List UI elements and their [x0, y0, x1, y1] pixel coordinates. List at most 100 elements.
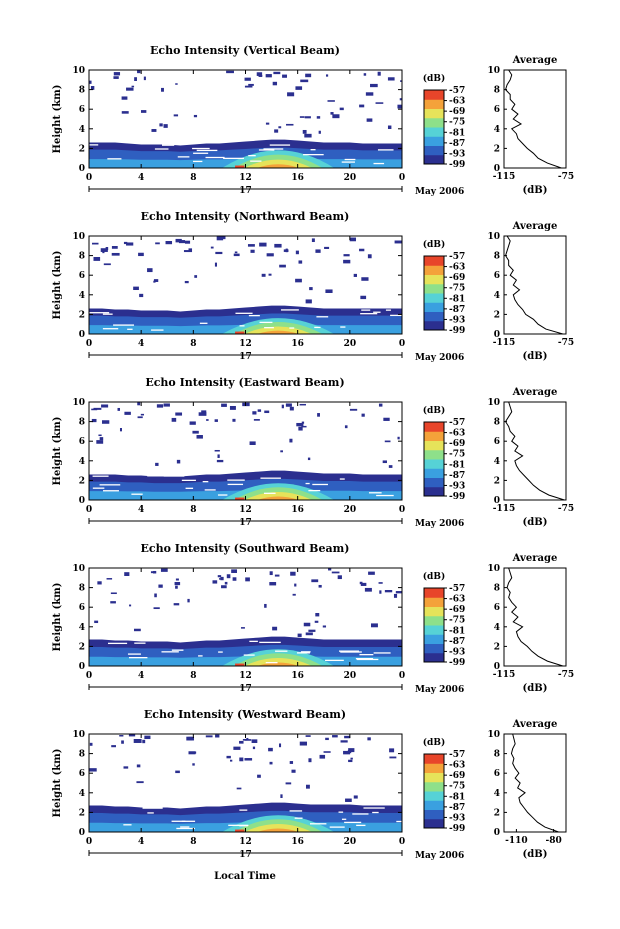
sparse-echo: [397, 104, 402, 109]
colorbar-tick-label: -75: [449, 616, 465, 626]
echo-gap: [359, 654, 374, 656]
y-axis-label: Height (km): [52, 251, 63, 320]
y-tick-label: 0: [79, 496, 85, 506]
panel-title: Echo Intensity (Northward Beam): [141, 210, 350, 223]
sparse-echo: [123, 766, 129, 769]
sparse-echo: [128, 734, 136, 737]
colorbar-segment: [424, 606, 444, 617]
sparse-echo: [248, 83, 254, 86]
sparse-echo: [96, 440, 104, 444]
echo-gap: [235, 312, 253, 314]
sparse-echo: [173, 603, 180, 606]
sparse-echo: [147, 268, 153, 273]
echo-gap: [352, 813, 369, 815]
sparse-echo: [158, 584, 163, 588]
sparse-echo: [89, 742, 93, 746]
sparse-echo: [244, 758, 253, 761]
echo-gap: [227, 479, 245, 481]
average-title: Average: [512, 553, 558, 564]
sparse-echo: [226, 70, 234, 74]
sparse-echo: [220, 576, 224, 581]
average-y-tick-label: 0: [494, 662, 500, 672]
month-label: May 2006: [415, 851, 464, 861]
echo-gap: [325, 659, 344, 662]
average-x-tick-label: -75: [558, 504, 574, 514]
sparse-echo: [274, 129, 279, 133]
colorbar-tick-label: -63: [449, 263, 465, 273]
y-tick-label: 10: [72, 66, 85, 76]
echo-gap: [275, 650, 288, 652]
echo-gap: [372, 811, 379, 814]
sparse-echo: [99, 437, 104, 441]
colorbar-segment: [424, 588, 444, 598]
echo-gap: [260, 477, 281, 479]
sparse-echo: [389, 748, 395, 753]
panel-title: Echo Intensity (Eastward Beam): [145, 376, 344, 389]
sparse-echo: [337, 575, 342, 580]
echo-gap: [263, 492, 276, 494]
sparse-echo: [224, 581, 228, 585]
sparse-echo: [328, 568, 332, 571]
colorbar-segment: [424, 597, 444, 607]
echo-gap: [202, 481, 209, 483]
sparse-echo: [394, 240, 402, 244]
echo-gap: [280, 309, 299, 311]
colorbar-segment: [424, 311, 444, 322]
sparse-echo: [239, 740, 244, 744]
sparse-echo: [152, 570, 157, 574]
y-tick-label: 4: [79, 789, 85, 799]
echo-gap: [181, 479, 196, 481]
sparse-echo: [393, 593, 398, 598]
sparse-echo: [272, 81, 278, 86]
sparse-echo: [295, 86, 303, 90]
sparse-echo: [131, 85, 135, 88]
colorbar-segment: [424, 625, 444, 635]
sparse-echo: [387, 77, 395, 81]
colorbar-tick-label: -99: [449, 326, 465, 336]
sparse-echo: [269, 571, 273, 576]
sparse-echo: [291, 769, 296, 773]
average-profile-line: [504, 401, 565, 501]
average-x-tick-label: -75: [558, 338, 574, 348]
y-tick-label: 2: [79, 476, 85, 486]
sparse-echo: [319, 754, 326, 759]
sparse-echo: [229, 405, 236, 410]
colorbar-tick-label: -69: [449, 107, 465, 117]
sparse-echo: [364, 587, 372, 592]
echo-gap: [92, 475, 109, 477]
sparse-echo: [111, 246, 118, 249]
sparse-echo: [287, 92, 295, 97]
sparse-echo: [140, 110, 147, 113]
sparse-echo: [325, 737, 329, 741]
average-x-tick-label: -115: [493, 504, 516, 514]
x-tick-label: 20: [344, 173, 357, 183]
colorbar-segment: [424, 615, 444, 626]
echo-gap: [163, 475, 185, 477]
month-label: May 2006: [415, 187, 464, 197]
sparse-echo: [216, 236, 224, 241]
sparse-echo: [219, 578, 222, 580]
y-tick-label: 6: [79, 769, 85, 779]
heatmap-area: [89, 70, 402, 168]
y-tick-label: 2: [79, 642, 85, 652]
sparse-echo: [101, 404, 109, 408]
echo-plume: [257, 662, 299, 666]
echo-gap: [217, 494, 228, 496]
y-tick-label: 8: [79, 584, 85, 594]
sparse-echo: [305, 735, 311, 737]
echo-gap: [89, 144, 99, 146]
sparse-echo: [201, 410, 207, 414]
colorbar-segment: [424, 431, 444, 441]
panel-2: Echo Intensity (Eastward Beam) 0 2 4 6 8 10 Hei…: [52, 376, 574, 529]
heatmap-area: [89, 402, 402, 500]
sparse-echo: [101, 420, 110, 424]
y-tick-label: 6: [79, 603, 85, 613]
sparse-echo: [324, 246, 330, 249]
average-profile-line: [506, 567, 564, 667]
sparse-echo: [163, 124, 168, 128]
sparse-echo: [138, 252, 144, 257]
y-tick-label: 10: [72, 232, 85, 242]
sparse-echo: [111, 745, 116, 748]
sparse-echo: [331, 571, 340, 574]
sparse-echo: [265, 74, 272, 78]
